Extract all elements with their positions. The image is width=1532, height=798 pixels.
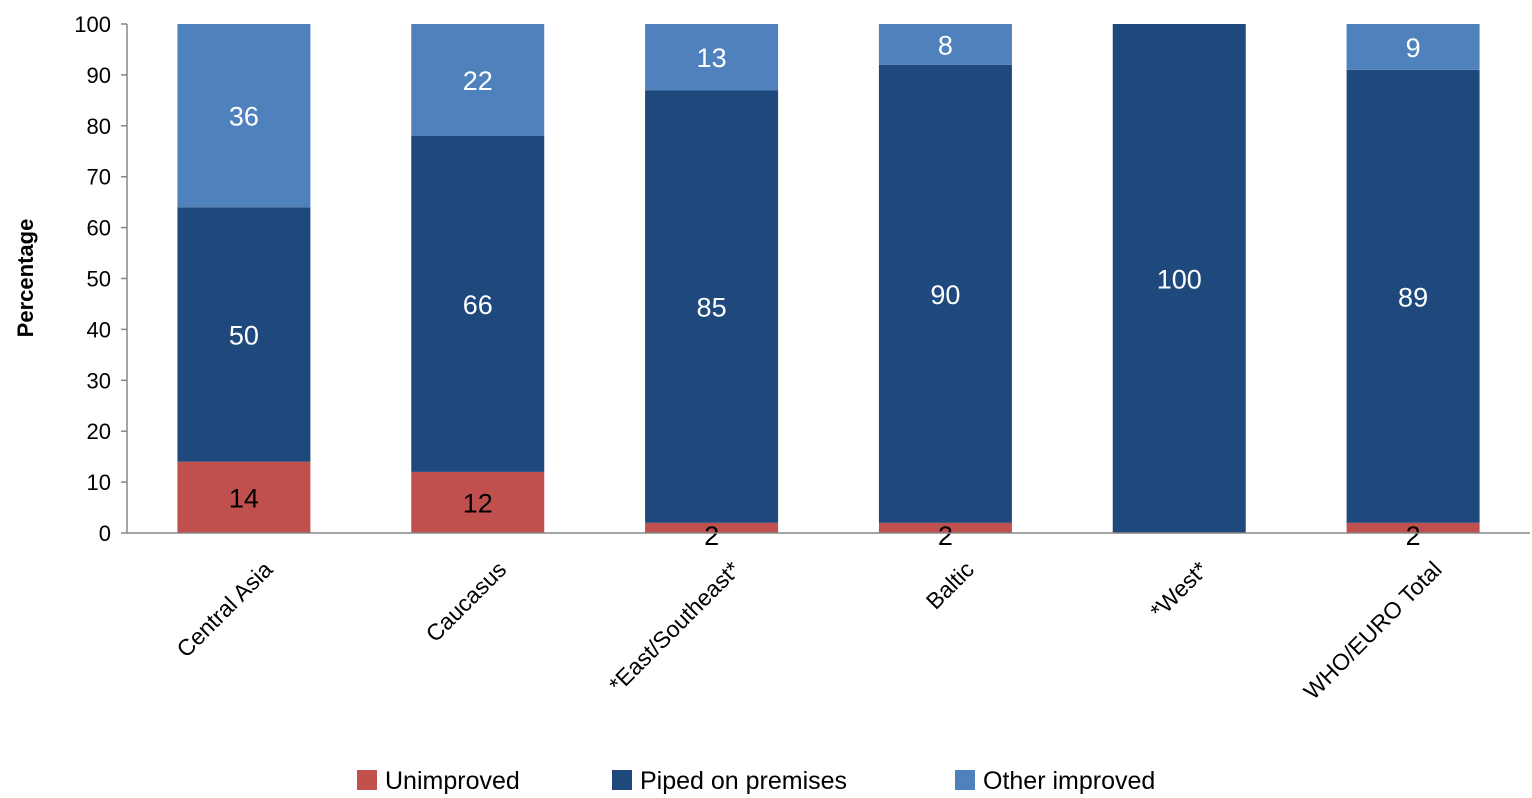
- data-label-other-improved-baltic: 8: [938, 30, 953, 60]
- legend-label-other-improved: Other improved: [983, 767, 1155, 795]
- y-tick-label: 10: [87, 470, 111, 495]
- data-label-unimproved-baltic: 2: [938, 521, 953, 551]
- x-axis: Central Asia Caucasus *East/Southeast* Balt…: [127, 532, 1530, 704]
- legend-swatch-other-improved: [955, 770, 975, 790]
- bar-piped-on-premises-west: [1112, 24, 1246, 533]
- x-tick-label-who-euro-total: WHO/EURO Total: [1298, 556, 1446, 704]
- data-label-piped-on-premises-caucasus: 66: [463, 290, 493, 320]
- bar-unimproved-baltic: [878, 522, 1012, 533]
- data-label-other-improved-who-euro-total: 9: [1406, 33, 1421, 63]
- data-label-piped-on-premises-baltic: 90: [930, 280, 960, 310]
- data-label-other-improved-caucasus: 22: [463, 66, 493, 96]
- data-label-piped-on-premises-east-southeast: 85: [697, 292, 727, 322]
- legend-swatch-piped-on-premises: [612, 770, 632, 790]
- x-tick-label-east-southeast: *East/Southeast*: [604, 556, 745, 697]
- bar-piped-on-premises-baltic: [878, 64, 1012, 523]
- y-tick-label: 70: [87, 165, 111, 190]
- data-label-unimproved-central-asia: 14: [229, 483, 259, 513]
- y-tick-label: 80: [87, 114, 111, 139]
- bar-piped-on-premises-who-euro-total: [1346, 69, 1480, 523]
- y-tick-label: 0: [99, 521, 111, 546]
- data-label-other-improved-central-asia: 36: [229, 102, 259, 132]
- y-tick-label: 50: [87, 267, 111, 292]
- bar-unimproved-who-euro-total: [1346, 522, 1480, 533]
- bar-piped-on-premises-central-asia: [177, 207, 311, 462]
- legend-label-piped-on-premises: Piped on premises: [640, 767, 847, 795]
- y-tick-label: 100: [74, 12, 111, 37]
- data-label-unimproved-caucasus: 12: [463, 488, 493, 518]
- bar-piped-on-premises-caucasus: [411, 135, 545, 472]
- y-axis: 0 10 20 30 40 50 60 70 80 90 100: [74, 12, 128, 546]
- y-tick-label: 40: [87, 317, 111, 342]
- x-tick-label-baltic: Baltic: [921, 556, 979, 614]
- bar-other-improved-central-asia: [177, 24, 311, 208]
- bar-other-improved-baltic: [878, 24, 1012, 65]
- y-tick-label: 30: [87, 368, 111, 393]
- bar-other-improved-who-euro-total: [1346, 24, 1480, 70]
- data-label-piped-on-premises-who-euro-total: 89: [1398, 282, 1428, 312]
- legend-label-unimproved: Unimproved: [385, 767, 520, 795]
- y-tick-label: 90: [87, 63, 111, 88]
- bar-other-improved-caucasus: [411, 24, 545, 136]
- bar-unimproved-caucasus: [411, 471, 545, 533]
- legend: Unimproved Piped on premises Other improve…: [357, 767, 1155, 795]
- x-tick-label-central-asia: Central Asia: [171, 556, 277, 662]
- y-tick-label: 60: [87, 216, 111, 241]
- y-tick-label: 20: [87, 419, 111, 444]
- bar-piped-on-premises-east-southeast: [645, 90, 779, 523]
- bar-unimproved-central-asia: [177, 461, 311, 533]
- y-axis-title: Percentage: [13, 219, 38, 338]
- data-label-piped-on-premises-west: 100: [1157, 265, 1202, 295]
- legend-swatch-unimproved: [357, 770, 377, 790]
- data-label-unimproved-who-euro-total: 2: [1406, 521, 1421, 551]
- bar-unimproved-east-southeast: [645, 522, 779, 533]
- x-tick-label-caucasus: Caucasus: [421, 556, 512, 647]
- data-label-unimproved-east-southeast: 2: [704, 521, 719, 551]
- data-label-other-improved-east-southeast: 13: [697, 43, 727, 73]
- x-tick-label-west: *West*: [1145, 556, 1213, 624]
- data-label-piped-on-premises-central-asia: 50: [229, 320, 259, 350]
- bar-other-improved-east-southeast: [645, 24, 779, 91]
